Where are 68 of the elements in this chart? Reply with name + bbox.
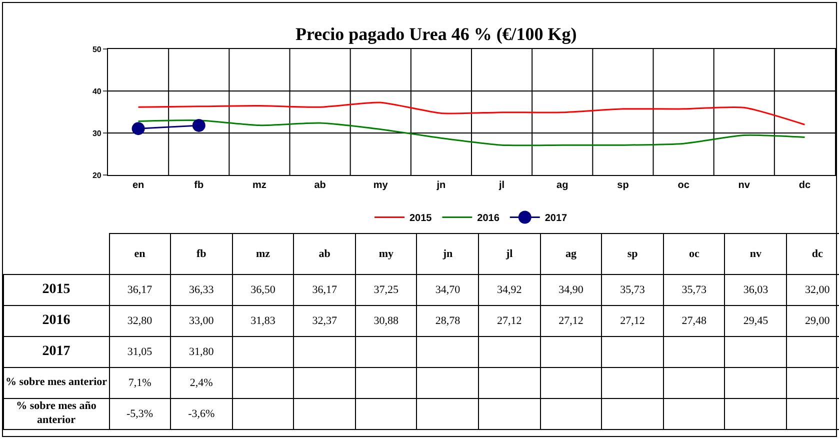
data-label: 34,70 <box>416 274 479 305</box>
data-label: 27,12 <box>540 305 602 336</box>
text: 2,4% <box>170 367 232 398</box>
text: 7,1% <box>109 367 171 398</box>
category-label: en <box>134 248 146 260</box>
text: % sobre mes año anterior <box>4 398 109 429</box>
text: -5,3% <box>109 398 171 429</box>
chart-title: Precio pagado Urea 46 % (€/100 Kg) <box>296 24 577 44</box>
x-tick-label: jn <box>436 180 446 191</box>
x-tick-label: mz <box>252 180 266 191</box>
data-label: 28,78 <box>416 305 479 336</box>
line-series <box>138 102 806 126</box>
category-label: jl <box>506 248 513 260</box>
data-label: 29,45 <box>724 305 787 336</box>
data-label: 27,12 <box>602 305 664 336</box>
data-label: 31,05 <box>109 336 171 367</box>
data-label: 37,25 <box>355 274 417 305</box>
legend-label: 2015 <box>410 213 432 224</box>
data-label: 34,92 <box>478 274 540 305</box>
y-tick-label: 20 <box>92 170 102 180</box>
x-tick-label: ab <box>314 180 326 191</box>
legend-label: 2017 <box>544 213 568 224</box>
data-label: 27,48 <box>663 305 725 336</box>
category-label: sp <box>627 248 638 260</box>
data-label: 30,88 <box>355 305 417 336</box>
data-label: 32,37 <box>294 305 356 336</box>
legend-label: 2016 <box>477 213 500 224</box>
data-label: 33,00 <box>170 305 232 336</box>
data-label: 31,80 <box>170 336 232 367</box>
y-tick-label: 40 <box>92 86 102 96</box>
data-label: 36,33 <box>170 274 232 305</box>
data-label: 34,90 <box>540 274 602 305</box>
text: -3,6% <box>170 398 232 429</box>
x-tick-label: my <box>373 180 388 191</box>
category-label: dc <box>812 248 823 260</box>
y-tick-label: 50 <box>92 44 102 54</box>
data-label: 36,03 <box>724 274 787 305</box>
data-label: 36,17 <box>109 274 171 305</box>
category-label: my <box>378 248 394 260</box>
data-label: 35,73 <box>602 274 664 305</box>
x-tick-label: oc <box>678 180 690 191</box>
x-tick-label: en <box>132 180 144 191</box>
data-label: 27,12 <box>478 305 540 336</box>
data-label: 29,00 <box>786 305 839 336</box>
data-label: 32,00 <box>786 274 839 305</box>
text: % sobre mes anterior <box>4 367 109 398</box>
y-tick-label: 30 <box>92 128 102 138</box>
category-label: fb <box>196 248 206 260</box>
data-label: 35,73 <box>663 274 725 305</box>
x-tick-label: sp <box>617 180 629 191</box>
text: 2016 <box>42 312 70 328</box>
x-tick-label: ag <box>556 180 568 191</box>
category-label: oc <box>688 248 700 260</box>
category-label: jn <box>442 248 453 260</box>
x-tick-label: dc <box>798 180 811 191</box>
x-tick-label: jl <box>498 180 505 191</box>
x-tick-label: nv <box>738 180 750 191</box>
category-label: ab <box>318 248 330 260</box>
category-label: mz <box>256 248 270 260</box>
text: 2017 <box>42 344 70 358</box>
text: 2015 <box>42 282 70 296</box>
category-label: nv <box>750 248 762 260</box>
x-tick-label: fb <box>194 180 204 191</box>
data-label: 36,17 <box>294 274 356 305</box>
data-label: 36,50 <box>232 274 294 305</box>
data-label: 31,83 <box>232 305 294 336</box>
category-label: ag <box>565 248 576 260</box>
data-label: 32,80 <box>109 305 171 336</box>
